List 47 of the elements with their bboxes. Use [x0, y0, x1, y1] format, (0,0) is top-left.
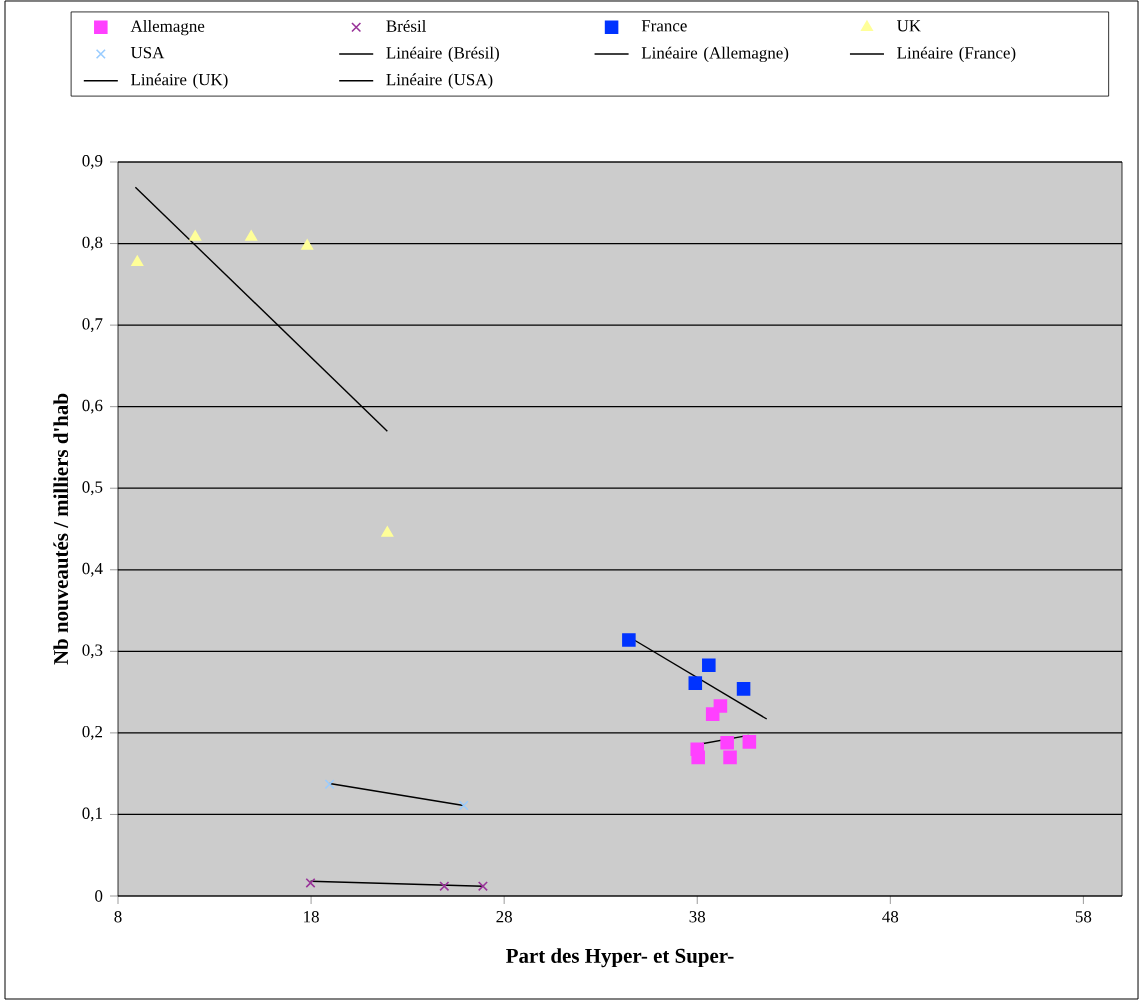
legend-label: Allemagne	[130, 19, 205, 36]
x-tick-label: 18	[304, 911, 319, 923]
y-tick-label: 0,2	[82, 725, 103, 740]
point	[458, 800, 469, 811]
point	[131, 255, 144, 267]
x-tick-label: 58	[1075, 911, 1092, 923]
legend-label: France	[641, 20, 687, 32]
legend-label: Linéaire (Allemagne)	[641, 46, 789, 63]
y-tick-label: 0,1	[82, 807, 102, 822]
legend-label: Brésil	[386, 19, 427, 32]
x-tick-label: 38	[689, 911, 706, 923]
point	[189, 230, 202, 241]
y-tick-label: 0,8	[82, 236, 103, 251]
point	[324, 779, 335, 790]
legend-label: UK	[897, 20, 921, 32]
point	[742, 735, 757, 749]
x-tick-label: 28	[496, 911, 512, 923]
point	[305, 877, 316, 888]
y-tick-label: 0,3	[82, 644, 103, 659]
y-tick-label: 0,9	[82, 155, 103, 169]
point	[245, 230, 258, 241]
y-axis-title: Nb nouveautés / milliers d'hab	[53, 393, 69, 665]
point	[381, 526, 394, 537]
x-axis-title: Part des Hyper- et Super-	[506, 948, 734, 968]
x-tick-label: 48	[882, 911, 899, 923]
legend-label: Linéaire (France)	[897, 46, 1016, 62]
y-tick-label: 0	[95, 890, 103, 902]
point	[705, 707, 720, 721]
legend-label: Linéaire (USA)	[386, 73, 493, 89]
point	[736, 682, 751, 696]
legend-label: USA	[130, 46, 165, 59]
point	[702, 658, 716, 672]
point	[301, 239, 314, 250]
point	[691, 750, 705, 765]
point	[439, 881, 450, 892]
point	[720, 735, 734, 750]
y-tick-label: 0,4	[82, 562, 103, 577]
legend-label: Linéaire (Brésil)	[386, 46, 499, 62]
x-tick-label: 8	[114, 911, 122, 923]
point	[688, 676, 703, 690]
y-tick-label: 0,7	[82, 318, 103, 333]
y-tick-label: 0,6	[82, 399, 103, 414]
y-tick-label: 0,5	[82, 481, 103, 496]
legend-label: Linéaire (UK)	[131, 73, 228, 89]
point	[477, 881, 488, 892]
point	[622, 633, 636, 647]
point	[723, 750, 737, 765]
